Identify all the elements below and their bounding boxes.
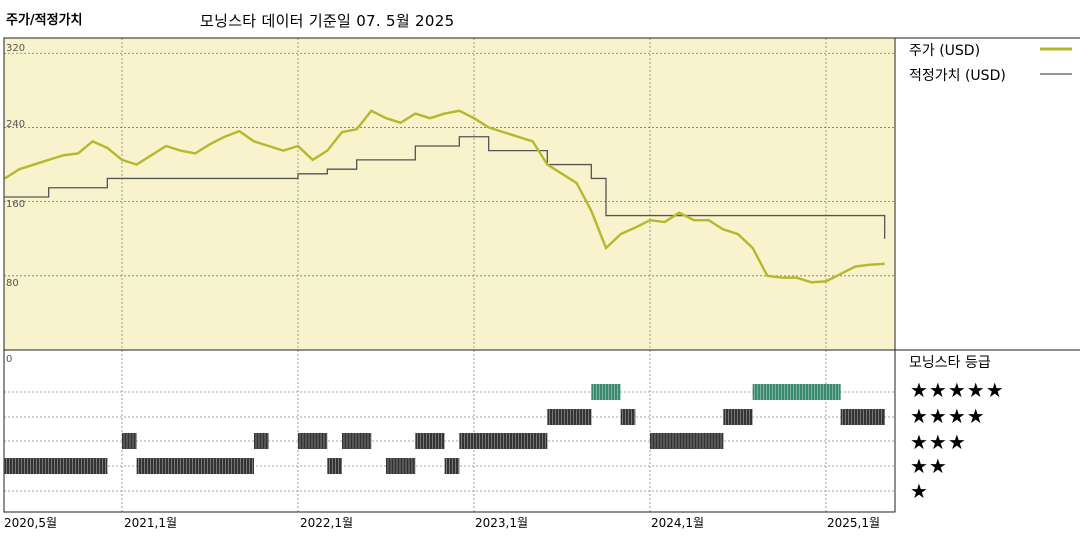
- legend-price-label: 주가 (USD): [909, 43, 981, 59]
- rating-segment: [386, 458, 416, 474]
- rating-segment: [650, 433, 724, 449]
- rating-segment: [415, 433, 445, 449]
- rating-segment: [342, 433, 372, 449]
- ytick-label: 240: [6, 119, 26, 130]
- xtick-label: 2023,1월: [475, 516, 529, 530]
- ytick-label: 0: [6, 354, 13, 365]
- rating-level-4: ★★★★: [910, 404, 986, 428]
- xtick-label: 2020,5월: [4, 516, 58, 530]
- rating-segment: [591, 384, 621, 400]
- rating-level-1: ★: [910, 479, 929, 503]
- xtick-label: 2025,1월: [827, 516, 881, 530]
- rating-segment: [298, 433, 328, 449]
- chart-frame: [3, 37, 896, 513]
- legend-fair-label: 적정가치 (USD): [909, 68, 1006, 84]
- xtick-label: 2024,1월: [651, 516, 705, 530]
- rating-bars: [4, 384, 885, 474]
- rating-level-5: ★★★★★: [910, 378, 1005, 402]
- rating-panel-title: 모닝스타 등급: [909, 355, 991, 371]
- ytick-label: 80: [6, 278, 19, 289]
- data-date-caption: 모닝스타 데이터 기준일 07. 5월 2025: [200, 12, 455, 30]
- rating-segment: [547, 409, 592, 425]
- rating-level-3: ★★★: [910, 430, 967, 454]
- rating-segment: [840, 409, 885, 425]
- ytick-label: 320: [6, 43, 26, 54]
- chart-section-title: 주가/적정가치: [6, 13, 83, 28]
- plot-background: [4, 38, 895, 350]
- grid-lines: [4, 38, 895, 512]
- rating-segment: [723, 409, 753, 425]
- rating-level-2: ★★: [910, 454, 948, 478]
- price-line: [4, 109, 885, 284]
- fair-value-line: [4, 136, 886, 239]
- ytick-label: 160: [6, 199, 26, 210]
- xtick-label: 2021,1월: [124, 516, 178, 530]
- rating-segment: [4, 458, 108, 474]
- xtick-label: 2022,1월: [300, 516, 354, 530]
